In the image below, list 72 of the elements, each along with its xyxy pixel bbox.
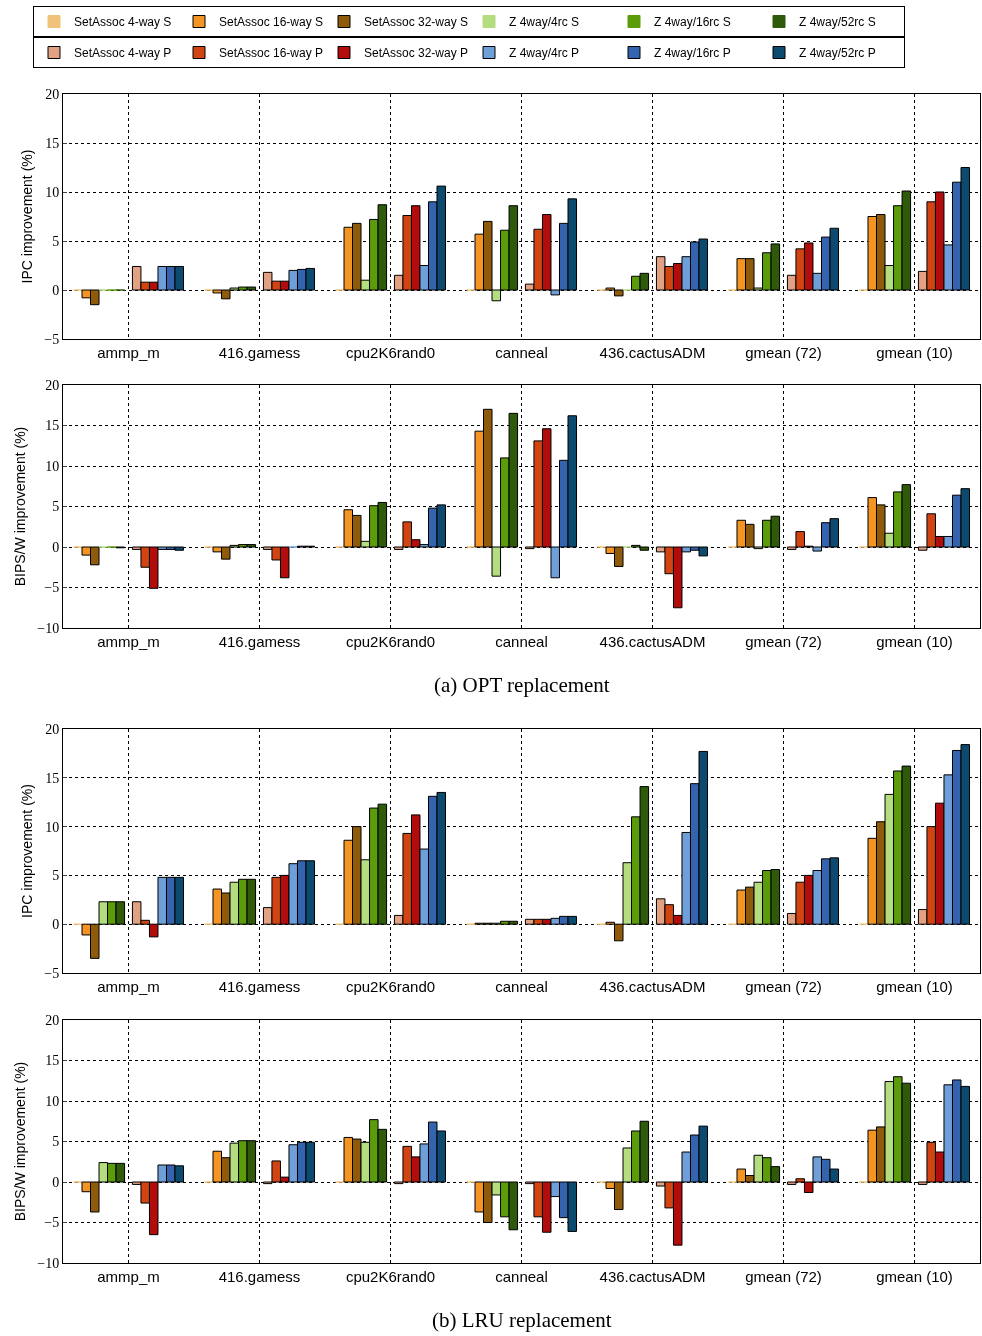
y-tick-label: 20 [45,86,60,102]
x-tick-label: ammp_m [97,1268,160,1285]
legend-label: SetAssoc 4-way P [74,46,172,61]
y-tick-label: 0 [52,917,60,933]
x-tick-label: cpu2K6rand0 [345,633,436,650]
y-tick-label: −10 [37,1255,60,1271]
x-tick-label: gmean (72) [745,344,822,361]
y-tick-label: 15 [45,770,60,786]
legend-label: Z 4way/4rc S [509,15,580,30]
y-tick-label: 15 [45,135,60,151]
x-tick-label: ammp_m [97,633,160,650]
legend-label: SetAssoc 32-way P [364,46,469,61]
y-tick-label: −10 [37,620,60,636]
y-tick-label: 15 [45,1053,60,1069]
legend-label: SetAssoc 16-way P [219,46,324,61]
y-tick-label: −5 [44,1215,60,1231]
x-tick-label: gmean (10) [876,978,953,995]
text: (a) OPT replacement [434,673,610,697]
text: (b) LRU replacement [432,1308,612,1332]
x-tick-label: 416.gamess [218,633,301,650]
y-axis-title: BIPS/W improvement (%) [11,1061,28,1222]
x-tick-label: gmean (10) [876,633,953,650]
y-tick-label: 20 [45,1012,60,1028]
y-tick-label: 15 [45,418,60,434]
y-tick-label: −5 [44,965,60,981]
legend-label: SetAssoc 16-way S [219,15,324,30]
x-tick-label: canneal [495,978,548,995]
x-tick-label: 436.cactusADM [599,344,706,361]
x-tick-label: 416.gamess [218,344,301,361]
y-tick-label: 10 [45,819,60,835]
y-tick-label: 5 [52,233,60,249]
x-tick-label: canneal [495,1268,548,1285]
y-tick-label: 10 [45,1093,60,1109]
legend-label: Z 4way/52rc P [799,46,876,61]
x-tick-label: cpu2K6rand0 [345,1268,436,1285]
y-tick-label: 20 [45,721,60,737]
y-tick-label: 5 [52,868,60,884]
y-axis-title: IPC improvement (%) [18,149,35,284]
legend-label: Z 4way/16rc S [654,15,731,30]
legend-label: SetAssoc 4-way S [74,15,172,30]
y-tick-label: 5 [52,1134,60,1150]
x-tick-label: gmean (72) [745,1268,822,1285]
legend-label: Z 4way/4rc P [509,46,580,61]
y-tick-label: 10 [45,184,60,200]
x-tick-label: 436.cactusADM [599,978,706,995]
y-axis-title: BIPS/W improvement (%) [11,426,28,587]
legend-label: Z 4way/16rc P [654,46,731,61]
y-tick-label: 0 [52,282,60,298]
legend-label: Z 4way/52rc S [799,15,876,30]
x-tick-label: canneal [495,633,548,650]
y-tick-label: 5 [52,499,60,515]
x-tick-label: 416.gamess [218,978,301,995]
x-tick-label: 416.gamess [218,1268,301,1285]
y-tick-label: −5 [44,331,60,347]
x-tick-label: gmean (72) [745,633,822,650]
x-tick-label: cpu2K6rand0 [345,978,436,995]
y-tick-label: 10 [45,458,60,474]
x-tick-label: gmean (10) [876,344,953,361]
x-tick-label: gmean (72) [745,978,822,995]
y-tick-label: 20 [45,377,60,393]
legend-label: SetAssoc 32-way S [364,15,469,30]
y-tick-label: 0 [52,1174,60,1190]
x-tick-label: ammp_m [97,344,160,361]
y-tick-label: −5 [44,580,60,596]
x-tick-label: 436.cactusADM [599,1268,706,1285]
y-tick-label: 0 [52,539,60,555]
x-tick-label: canneal [495,344,548,361]
x-tick-label: 436.cactusADM [599,633,706,650]
y-axis-title: IPC improvement (%) [18,784,35,918]
x-tick-label: ammp_m [97,978,160,995]
x-tick-label: gmean (10) [876,1268,953,1285]
x-tick-label: cpu2K6rand0 [345,344,436,361]
